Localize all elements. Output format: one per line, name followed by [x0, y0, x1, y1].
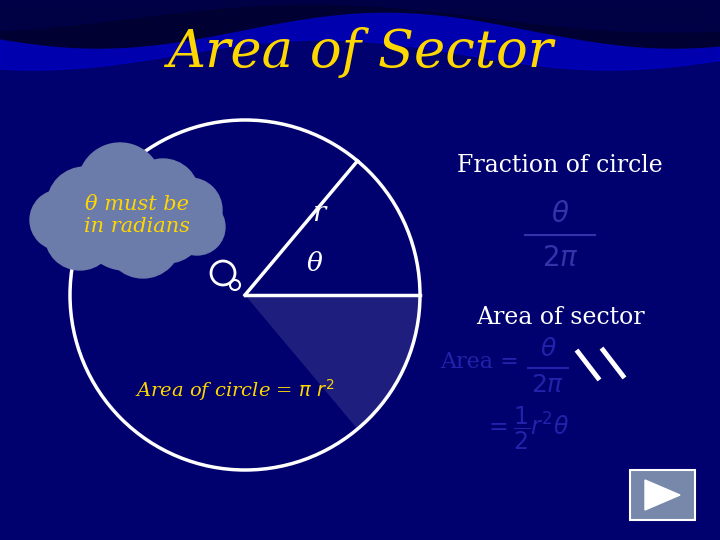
- Circle shape: [127, 159, 199, 231]
- Circle shape: [158, 178, 222, 242]
- Text: θ: θ: [307, 251, 323, 276]
- Polygon shape: [645, 480, 680, 510]
- Text: θ must be
in radians: θ must be in radians: [84, 194, 190, 235]
- Bar: [630, 470, 695, 520]
- Text: $2\pi$: $2\pi$: [541, 245, 578, 272]
- Circle shape: [105, 202, 181, 278]
- Text: $\theta$: $\theta$: [539, 339, 557, 361]
- Circle shape: [129, 187, 205, 263]
- Text: Area of Sector: Area of Sector: [167, 26, 553, 78]
- Text: r: r: [312, 200, 325, 227]
- Text: Area =: Area =: [441, 351, 519, 373]
- Text: Fraction of circle: Fraction of circle: [457, 153, 663, 177]
- Circle shape: [30, 190, 90, 250]
- Text: $= \dfrac{1}{2} r^2 \theta$: $= \dfrac{1}{2} r^2 \theta$: [485, 404, 570, 451]
- Text: Area of sector: Area of sector: [476, 307, 644, 329]
- Text: Area of circle = $\pi$ $r^2$: Area of circle = $\pi$ $r^2$: [135, 377, 335, 403]
- Circle shape: [47, 167, 123, 243]
- Circle shape: [169, 199, 225, 255]
- Text: $2\pi$: $2\pi$: [531, 375, 564, 397]
- Text: $\theta$: $\theta$: [551, 201, 570, 228]
- Wedge shape: [245, 295, 420, 429]
- Circle shape: [78, 143, 162, 227]
- Circle shape: [45, 200, 115, 270]
- Circle shape: [80, 180, 170, 270]
